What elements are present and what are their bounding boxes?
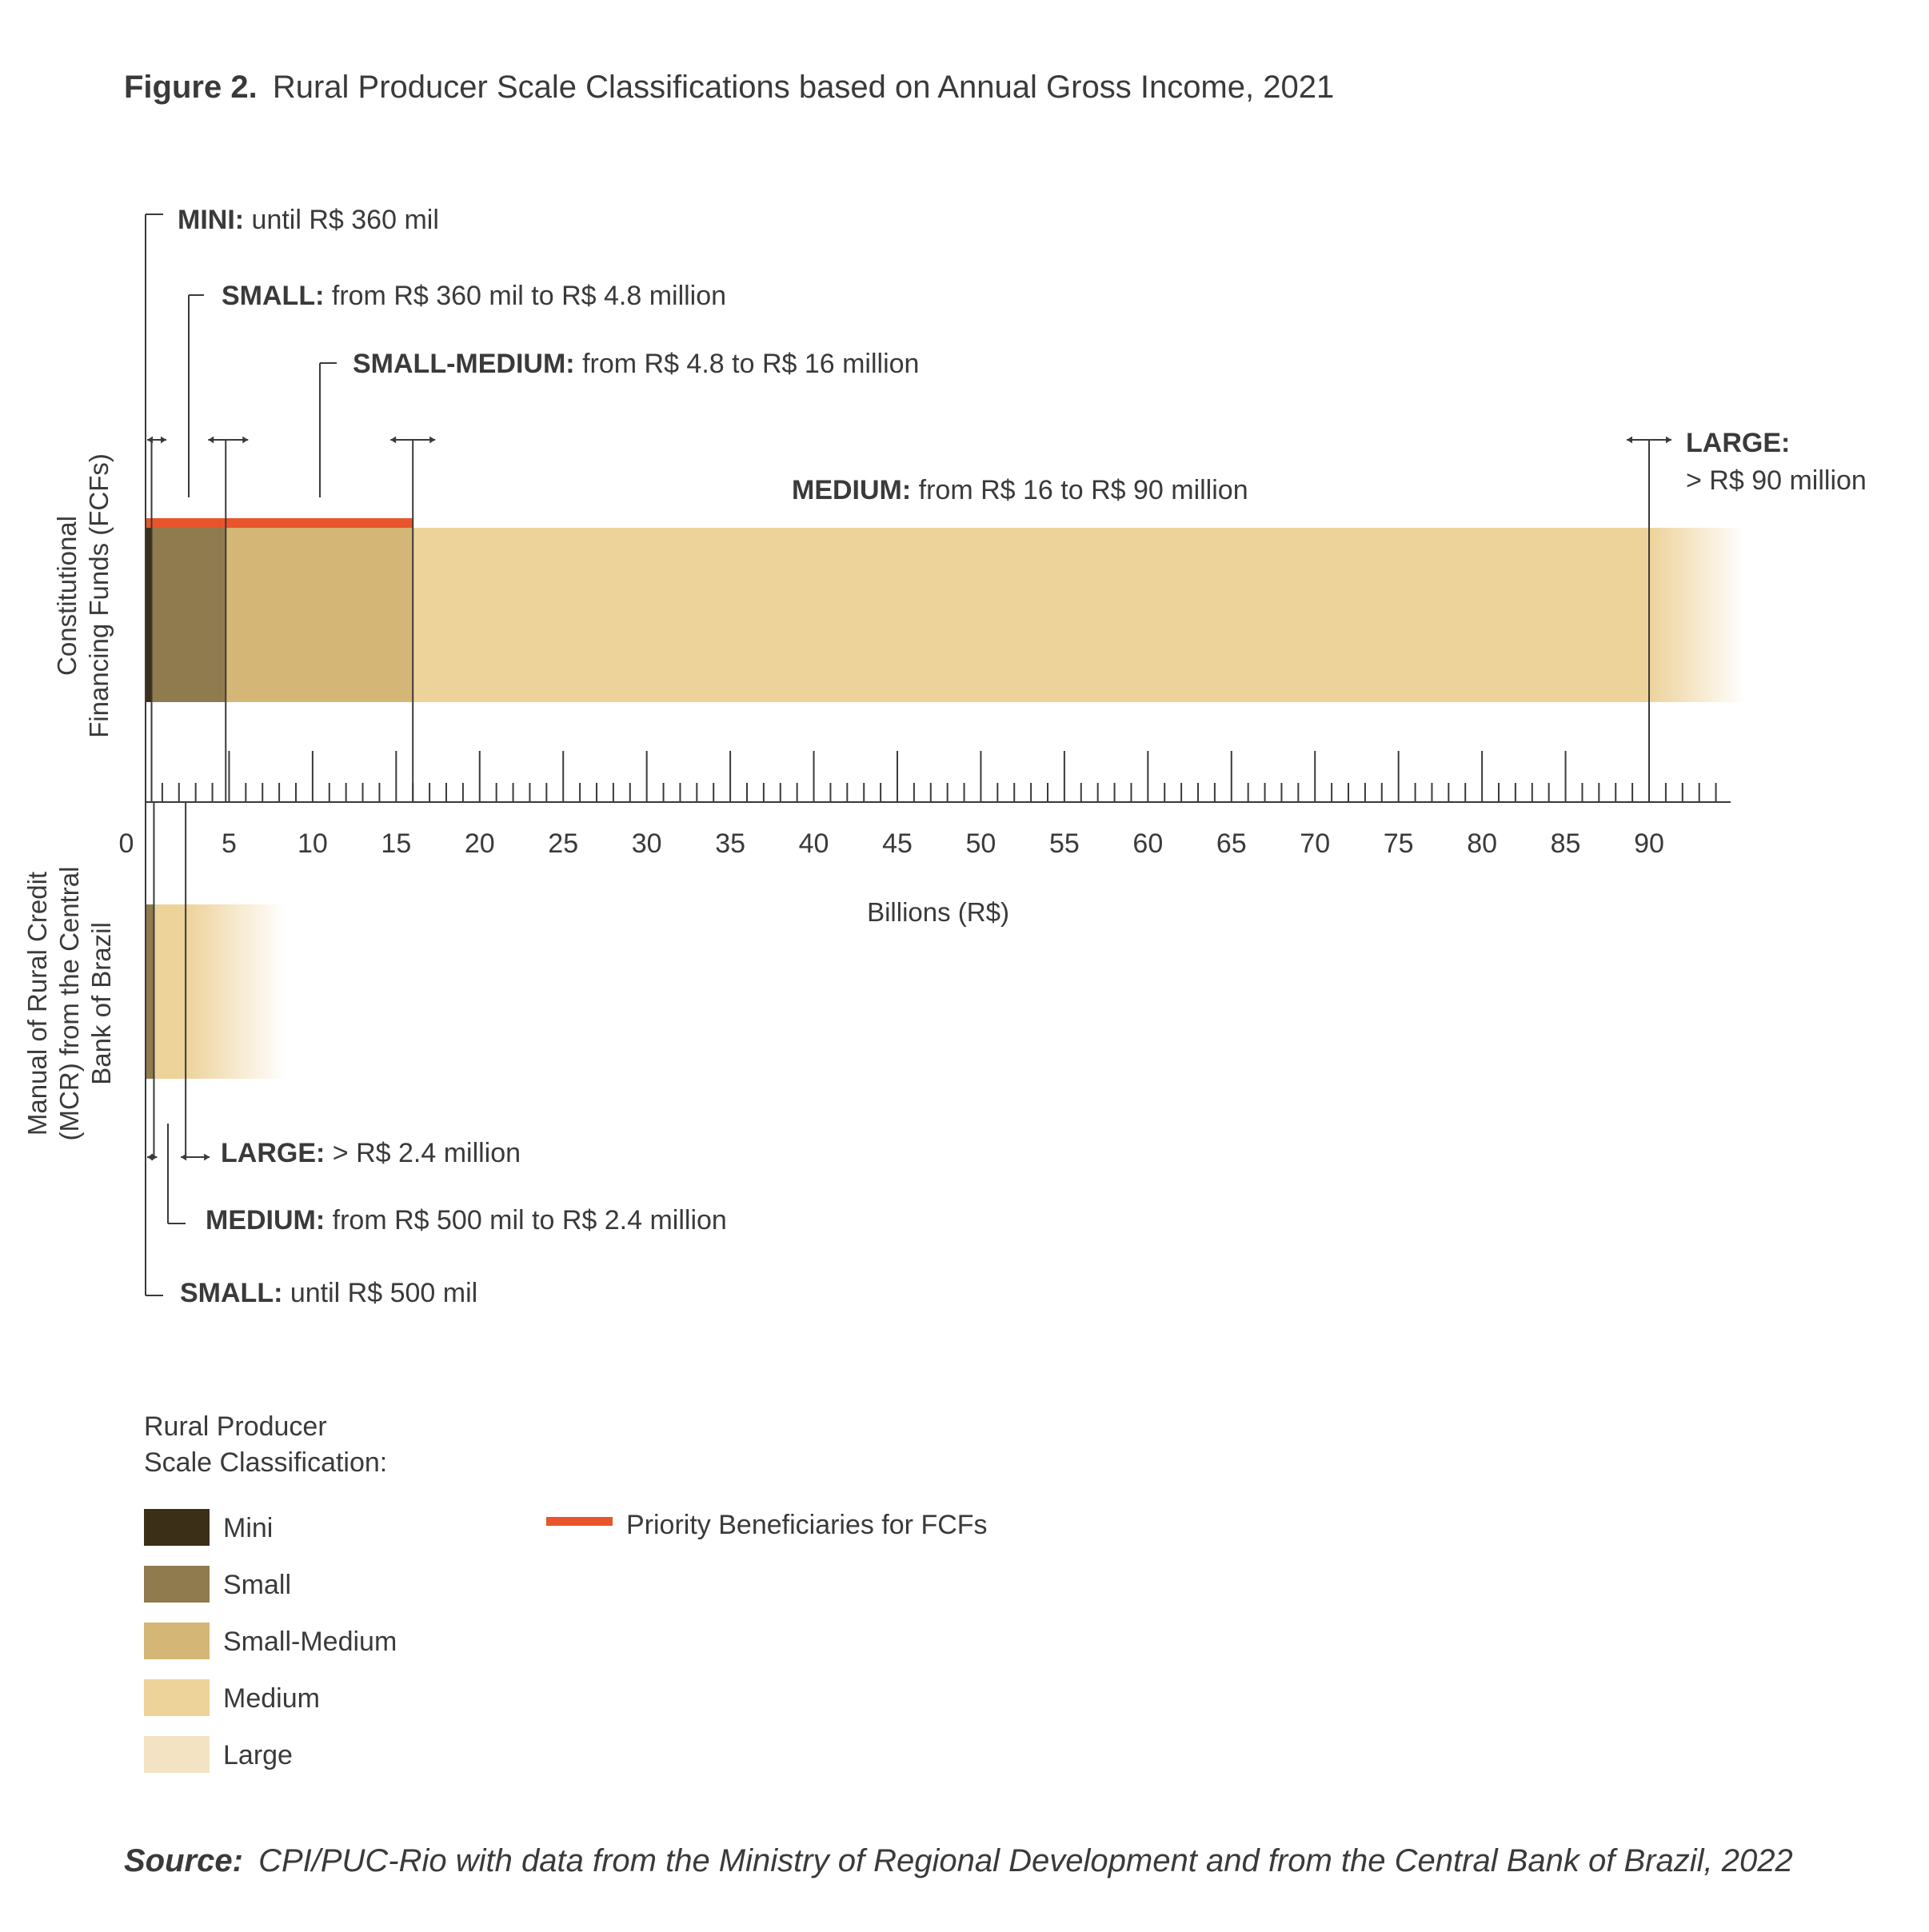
legend-title-line1: Rural Producer — [144, 1411, 327, 1442]
range-arrow-mcr-large-head-left — [181, 1153, 187, 1161]
x-tick-label: 35 — [715, 828, 745, 859]
mcr-segment-large — [186, 904, 286, 1079]
x-tick-label: 0 — [119, 828, 134, 859]
fcf-row-label-line1: Constitutional — [52, 516, 82, 676]
legend: Rural Producer Scale Classification: Min… — [144, 1411, 988, 1773]
x-tick-label: 90 — [1634, 828, 1664, 859]
fcf-annotation-small: SMALL: from R$ 360 mil to R$ 4.8 million — [222, 281, 726, 311]
boundary-guides — [145, 214, 1671, 1296]
mcr-row-label: Manual of Rural Credit (MCR) from the Ce… — [22, 867, 116, 1141]
legend-swatch-small-medium — [144, 1623, 210, 1659]
fcf-row-label: Constitutional Financing Funds (FCFs) — [52, 453, 114, 738]
x-tick-label: 10 — [298, 828, 328, 859]
x-tick-label: 75 — [1384, 828, 1414, 859]
legend-swatch-medium — [144, 1679, 210, 1716]
range-arrow-mini-head-right — [161, 436, 166, 444]
fcf-annotation-small-medium: SMALL-MEDIUM: from R$ 4.8 to R$ 16 milli… — [353, 349, 919, 379]
mcr-row-label-line2: (MCR) from the Central — [54, 867, 84, 1141]
legend-swatch-large — [144, 1736, 210, 1773]
mcr-row-label-line1: Manual of Rural Credit — [22, 872, 52, 1136]
fcf-segment-medium — [413, 528, 1650, 702]
mcr-annotation-medium: MEDIUM: from R$ 500 mil to R$ 2.4 millio… — [206, 1205, 727, 1235]
legend-label-mini: Mini — [223, 1513, 273, 1543]
figure-label: Figure 2. — [124, 70, 258, 105]
legend-label-small-medium: Small-Medium — [223, 1627, 397, 1657]
x-tick-label: 5 — [222, 828, 237, 859]
x-tick-label: 40 — [799, 828, 829, 859]
x-tick-label: 85 — [1551, 828, 1581, 859]
x-tick-label: 70 — [1300, 828, 1330, 859]
legend-label-medium: Medium — [223, 1683, 320, 1714]
legend-swatch-priority — [546, 1517, 613, 1526]
range-arrow-mcr-large-head-right — [204, 1153, 210, 1161]
range-arrow-large-head-right — [1666, 436, 1671, 444]
range-arrow-small-head-right — [242, 436, 249, 444]
legend-swatch-small — [144, 1566, 210, 1603]
range-arrow-mcr-small-head-right — [151, 1153, 158, 1161]
mcr-segment-small — [146, 904, 154, 1079]
legend-label-large: Large — [223, 1740, 293, 1770]
legend-swatch-mini — [144, 1509, 210, 1546]
x-tick-label: 25 — [548, 828, 578, 859]
source-note: Source: CPI/PUC-Rio with data from the M… — [124, 1843, 1793, 1878]
source-label: Source: — [124, 1843, 243, 1878]
mcr-bar-group — [146, 904, 286, 1079]
fcf-segment-small-medium — [226, 528, 413, 702]
x-tick-label: 55 — [1049, 828, 1080, 859]
x-axis — [146, 751, 1731, 803]
x-tick-labels: 0 5 10 15 20 25 30 35 40 45 50 55 60 65 70 75 80 85 90 — [119, 828, 1664, 859]
fcf-annotation-medium: MEDIUM: from R$ 16 to R$ 90 million — [792, 475, 1248, 505]
fcf-segment-mini — [146, 528, 152, 702]
mcr-annotation-large: LARGE: > R$ 2.4 million — [221, 1138, 521, 1168]
x-tick-label: 65 — [1216, 828, 1247, 859]
x-tick-label: 20 — [465, 828, 495, 859]
x-tick-label: 50 — [966, 828, 996, 859]
range-arrow-small-head-left — [208, 436, 214, 444]
range-arrow-small-medium-head-left — [390, 436, 397, 444]
figure-title: Figure 2. Rural Producer Scale Classific… — [124, 70, 1334, 105]
mcr-segment-medium — [154, 904, 186, 1079]
range-arrow-mcr-small-head-left — [147, 1153, 153, 1161]
range-arrow-small-medium-head-right — [429, 436, 436, 444]
fcf-segment-small — [151, 528, 226, 702]
legend-label-small: Small — [223, 1570, 291, 1600]
mcr-annotation-small: SMALL: until R$ 500 mil — [180, 1278, 477, 1308]
fcf-bar-group — [146, 518, 1745, 702]
title-text: Rural Producer Scale Classifications bas… — [273, 70, 1334, 105]
x-tick-label: 30 — [632, 828, 662, 859]
fcf-row-label-line2: Financing Funds (FCFs) — [84, 453, 114, 738]
x-tick-label: 45 — [882, 828, 913, 859]
range-arrow-mini-head-left — [147, 436, 153, 444]
x-tick-label: 80 — [1467, 828, 1497, 859]
x-tick-label: 15 — [381, 828, 411, 859]
source-text: CPI/PUC-Rio with data from the Ministry … — [258, 1843, 1793, 1878]
mcr-row-label-line3: Bank of Brazil — [86, 922, 116, 1085]
fcf-annotation-large-title: LARGE: — [1686, 428, 1790, 458]
fcf-annotation-large-text: > R$ 90 million — [1686, 465, 1867, 496]
range-arrow-large-head-left — [1627, 436, 1632, 444]
x-tick-label: 60 — [1132, 828, 1163, 859]
legend-title-line2: Scale Classification: — [144, 1447, 387, 1478]
fcf-priority-line — [146, 518, 413, 528]
x-axis-title: Billions (R$) — [867, 897, 1009, 927]
fcf-segment-large — [1649, 528, 1745, 702]
fcf-annotation-mini: MINI: until R$ 360 mil — [178, 205, 439, 235]
legend-label-priority: Priority Beneficiaries for FCFs — [626, 1510, 988, 1540]
